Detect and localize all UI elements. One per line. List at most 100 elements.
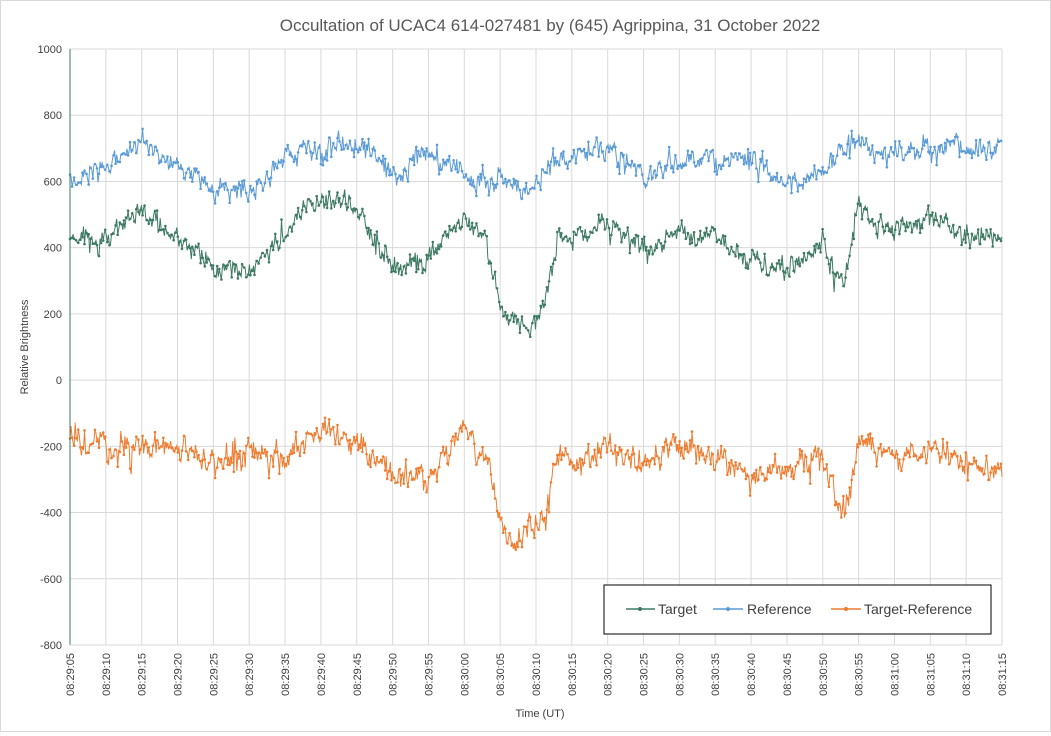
data-point bbox=[672, 170, 675, 174]
data-point bbox=[468, 431, 472, 435]
data-point bbox=[833, 162, 837, 165]
data-point bbox=[294, 157, 298, 161]
data-point bbox=[871, 144, 874, 147]
data-point bbox=[645, 463, 648, 467]
data-point bbox=[139, 448, 142, 451]
data-point bbox=[553, 258, 557, 262]
data-point bbox=[298, 215, 302, 219]
data-point bbox=[962, 149, 965, 153]
data-point bbox=[473, 442, 476, 446]
data-point bbox=[500, 175, 503, 178]
data-point bbox=[952, 453, 955, 456]
data-point bbox=[164, 441, 167, 445]
data-point bbox=[817, 246, 820, 250]
data-point bbox=[502, 181, 505, 185]
data-point bbox=[885, 165, 889, 169]
data-point bbox=[348, 438, 352, 442]
data-point bbox=[226, 188, 229, 192]
data-point bbox=[883, 450, 887, 453]
data-point bbox=[782, 269, 785, 273]
data-point bbox=[398, 174, 402, 177]
data-point bbox=[255, 451, 258, 455]
data-point bbox=[444, 451, 447, 455]
data-point bbox=[130, 446, 134, 449]
data-point bbox=[290, 155, 294, 158]
data-point bbox=[510, 183, 513, 187]
data-point bbox=[446, 462, 449, 465]
data-point bbox=[460, 169, 464, 173]
data-point bbox=[908, 150, 911, 154]
data-point bbox=[85, 451, 88, 455]
data-point bbox=[680, 446, 683, 450]
data-point bbox=[344, 433, 348, 436]
data-point bbox=[159, 160, 163, 163]
data-point bbox=[516, 180, 520, 183]
data-point bbox=[242, 452, 246, 455]
data-point bbox=[869, 432, 872, 435]
data-point bbox=[960, 243, 963, 247]
data-point bbox=[983, 237, 986, 241]
data-point bbox=[877, 220, 880, 224]
data-point bbox=[238, 272, 242, 276]
data-point bbox=[941, 220, 945, 224]
data-point bbox=[83, 429, 86, 432]
data-point bbox=[365, 144, 368, 147]
data-point bbox=[72, 237, 76, 241]
data-point bbox=[454, 230, 458, 233]
data-point bbox=[327, 418, 331, 421]
data-point bbox=[410, 158, 414, 162]
data-point bbox=[769, 266, 773, 269]
data-point bbox=[497, 169, 501, 173]
data-point bbox=[823, 237, 826, 241]
data-point bbox=[558, 227, 561, 230]
data-point bbox=[551, 147, 555, 150]
data-point bbox=[303, 142, 306, 146]
data-point bbox=[844, 511, 847, 515]
data-point bbox=[829, 152, 833, 155]
data-point bbox=[802, 177, 806, 180]
data-point bbox=[587, 140, 590, 144]
data-point bbox=[373, 461, 377, 465]
data-point bbox=[240, 464, 244, 468]
data-point bbox=[280, 218, 283, 221]
data-point bbox=[831, 474, 835, 477]
data-point bbox=[570, 241, 574, 245]
data-point bbox=[738, 152, 741, 155]
data-point bbox=[265, 450, 269, 454]
data-point bbox=[835, 502, 839, 506]
data-point bbox=[815, 178, 818, 181]
data-point bbox=[201, 256, 204, 260]
data-point bbox=[705, 455, 708, 458]
data-point bbox=[298, 144, 302, 148]
data-point bbox=[448, 224, 451, 228]
data-point bbox=[541, 518, 544, 521]
data-point bbox=[885, 449, 889, 453]
data-point bbox=[620, 151, 623, 155]
data-point bbox=[825, 171, 829, 174]
data-point bbox=[956, 231, 959, 234]
data-point bbox=[956, 454, 959, 458]
data-point bbox=[309, 200, 312, 203]
data-point bbox=[755, 468, 758, 472]
data-point bbox=[854, 461, 858, 464]
x-tick-label: 08:30:25 bbox=[639, 653, 651, 696]
data-point bbox=[744, 161, 748, 164]
data-point bbox=[184, 450, 188, 453]
data-point bbox=[402, 168, 406, 172]
data-point bbox=[862, 439, 866, 443]
data-point bbox=[835, 271, 839, 274]
data-point bbox=[253, 193, 256, 196]
data-point bbox=[205, 468, 209, 471]
data-point bbox=[265, 248, 269, 252]
data-point bbox=[862, 143, 866, 147]
data-point bbox=[580, 230, 584, 233]
data-point bbox=[489, 473, 493, 476]
data-point bbox=[825, 256, 829, 259]
data-point bbox=[495, 287, 499, 290]
data-point bbox=[400, 473, 404, 477]
data-point bbox=[752, 253, 756, 256]
data-point bbox=[572, 230, 576, 234]
x-tick-label: 08:29:15 bbox=[137, 653, 149, 696]
data-point bbox=[249, 273, 252, 277]
data-point bbox=[313, 432, 317, 435]
